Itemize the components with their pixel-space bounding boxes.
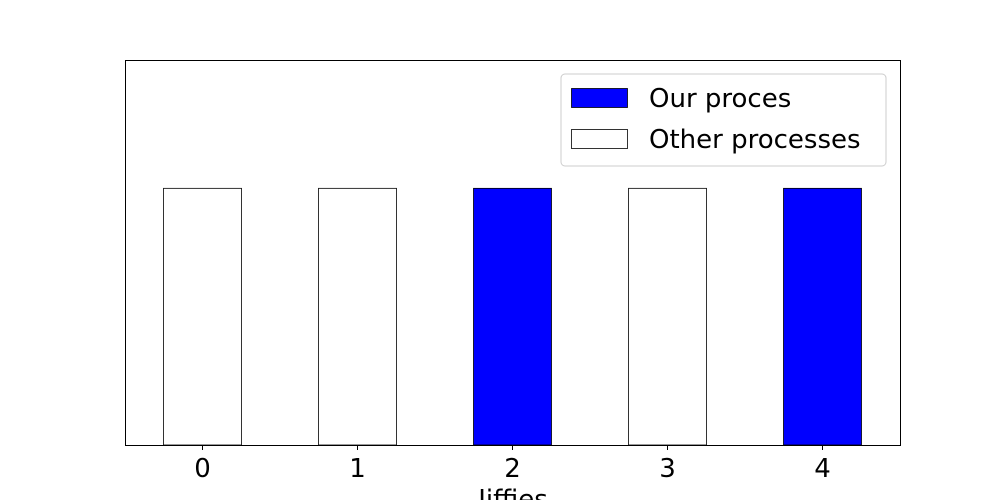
bar-0-other-processes [163, 187, 242, 446]
bars-group [163, 187, 862, 446]
bar-2-our-proces [473, 187, 552, 446]
legend-label-other-processes: Other processes [649, 125, 861, 155]
x-axis-ticks: 0 1 2 3 4 [194, 445, 831, 484]
legend-frame [560, 73, 887, 167]
x-tick-label-2: 2 [504, 454, 521, 484]
legend: Our proces Other processes [560, 73, 887, 167]
bar-1-other-processes [318, 187, 397, 446]
x-tick-label-1: 1 [349, 454, 366, 484]
x-tick-label-4: 4 [814, 454, 831, 484]
bar-4-our-proces [783, 187, 862, 446]
x-tick-label-0: 0 [194, 454, 211, 484]
legend-swatch-other-processes [571, 129, 628, 149]
legend-label-our-proces: Our proces [649, 84, 791, 114]
legend-swatch-our-proces [571, 88, 628, 108]
x-tick-label-3: 3 [659, 454, 676, 484]
bar-3-other-processes [628, 187, 707, 446]
x-axis-label: Jiffies [476, 485, 548, 500]
